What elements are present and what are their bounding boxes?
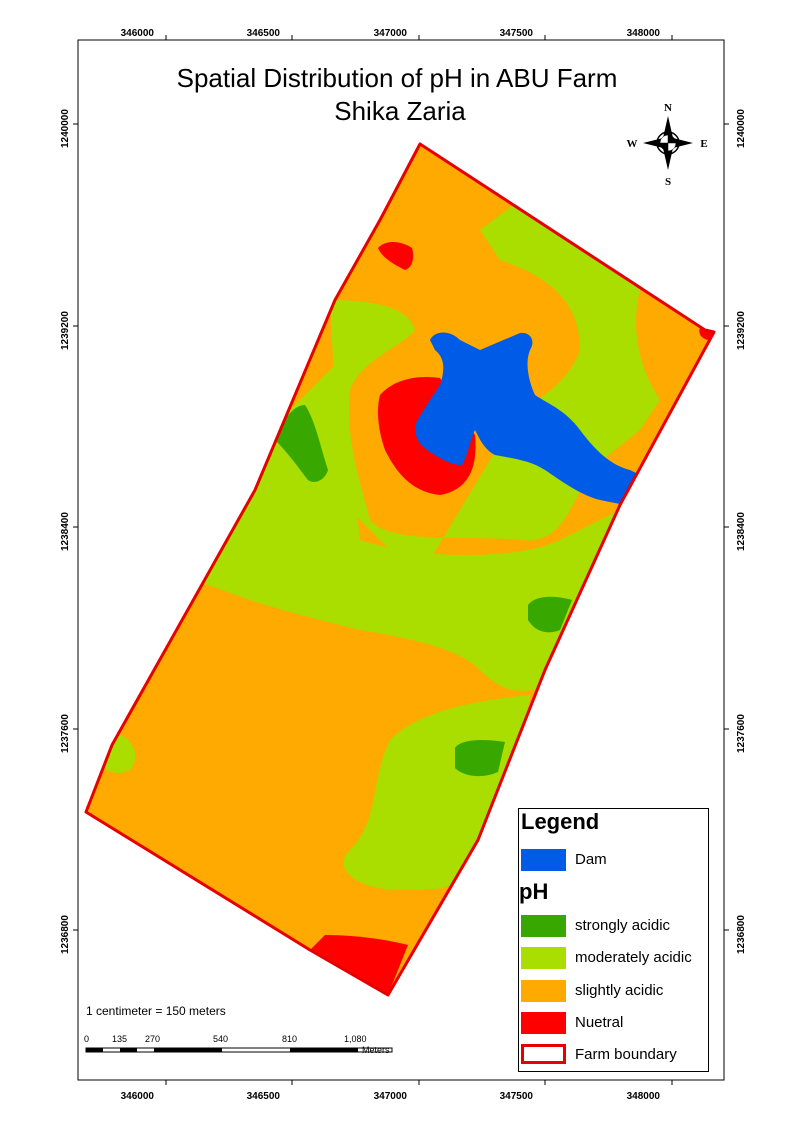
zone-neutral bbox=[310, 935, 408, 995]
legend-swatch-slightly-acidic bbox=[521, 980, 566, 1002]
farm-boundary bbox=[84, 142, 716, 997]
compass-w: W bbox=[627, 138, 638, 150]
bottom-tick-labels: 346000 346500 347000 347500 348000 bbox=[121, 1091, 661, 1102]
legend-label: Nuetral bbox=[575, 1014, 624, 1031]
zone-moderately-acidic bbox=[100, 735, 136, 773]
legend-swatch-moderately-acidic bbox=[521, 947, 566, 969]
grid-ticks bbox=[73, 35, 729, 1085]
compass-n: N bbox=[664, 102, 672, 114]
tick-label-x: 348000 bbox=[627, 28, 661, 39]
compass-s: S bbox=[665, 176, 671, 188]
tick-label-x: 347000 bbox=[374, 1091, 408, 1102]
zone-neutral bbox=[378, 242, 414, 270]
tick-label-y: 1236800 bbox=[60, 915, 71, 954]
map-title-line2: Shika Zaria bbox=[334, 96, 466, 126]
legend-label: slightly acidic bbox=[575, 982, 664, 999]
zone-strongly-acidic bbox=[455, 740, 505, 777]
tick-label-y: 1239200 bbox=[60, 311, 71, 350]
zone-strongly-acidic bbox=[528, 596, 572, 633]
scale-number: 135 bbox=[112, 1034, 128, 1044]
tick-label-y: 1240000 bbox=[736, 109, 747, 148]
legend-swatch-boundary bbox=[521, 1044, 566, 1064]
legend-label: strongly acidic bbox=[575, 917, 671, 934]
tick-label-x: 346500 bbox=[247, 28, 281, 39]
map-title-line1: Spatial Distribution of pH in ABU Farm bbox=[177, 63, 618, 93]
legend-swatch-strongly-acidic bbox=[521, 915, 566, 937]
tick-label-x: 347500 bbox=[500, 1091, 534, 1102]
tick-label-y: 1238400 bbox=[60, 512, 71, 551]
scale-number: 810 bbox=[282, 1034, 298, 1044]
legend-label-boundary: Farm boundary bbox=[575, 1046, 677, 1063]
tick-label-x: 346000 bbox=[121, 28, 155, 39]
compass-e: E bbox=[700, 138, 707, 150]
tick-label-y: 1237600 bbox=[60, 714, 71, 753]
legend-label-dam: Dam bbox=[575, 851, 607, 868]
tick-label-y: 1236800 bbox=[736, 915, 747, 954]
tick-label-x: 346000 bbox=[121, 1091, 155, 1102]
top-tick-labels: 346000 346500 347000 347500 348000 bbox=[121, 28, 661, 39]
zone-dam bbox=[415, 332, 640, 505]
tick-label-x: 347000 bbox=[374, 28, 408, 39]
tick-label-y: 1238400 bbox=[736, 512, 747, 551]
scale-text: 1 centimeter = 150 meters bbox=[86, 1004, 226, 1018]
tick-label-x: 346500 bbox=[247, 1091, 281, 1102]
tick-label-x: 348000 bbox=[627, 1091, 661, 1102]
scale-unit: Meters bbox=[362, 1045, 390, 1055]
legend-title: Legend bbox=[521, 809, 600, 834]
right-tick-labels: 1240000 1239200 1238400 1237600 1236800 bbox=[736, 109, 747, 954]
left-tick-labels: 1240000 1239200 1238400 1237600 1236800 bbox=[60, 109, 71, 954]
tick-label-y: 1240000 bbox=[60, 109, 71, 148]
legend-swatch-dam bbox=[521, 849, 566, 871]
north-arrow-icon: N S E W bbox=[627, 102, 708, 188]
legend-label: moderately acidic bbox=[575, 949, 692, 966]
scale-number: 270 bbox=[145, 1034, 161, 1044]
scale-number: 540 bbox=[213, 1034, 229, 1044]
tick-label-x: 347500 bbox=[500, 28, 534, 39]
zone-strongly-acidic bbox=[275, 405, 328, 482]
tick-label-y: 1237600 bbox=[736, 714, 747, 753]
tick-label-y: 1239200 bbox=[736, 311, 747, 350]
scale-number: 0 bbox=[84, 1034, 90, 1044]
legend-swatch-neutral bbox=[521, 1012, 566, 1034]
legend-ph-title: pH bbox=[519, 879, 549, 904]
scale-number: 1,080 bbox=[344, 1034, 367, 1044]
legend: Legend Dam pH strongly acidic moderately… bbox=[518, 808, 709, 1072]
scale-bar bbox=[85, 1047, 393, 1053]
map-frame bbox=[77, 39, 725, 1081]
